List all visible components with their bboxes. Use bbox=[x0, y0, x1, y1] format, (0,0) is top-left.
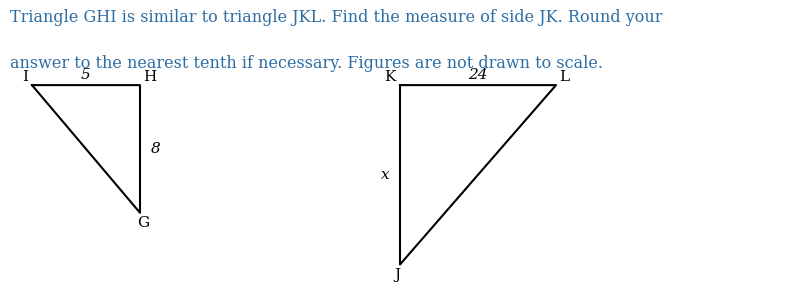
Text: Triangle GHI is similar to triangle JKL. Find the measure of side JK. Round your: Triangle GHI is similar to triangle JKL.… bbox=[10, 9, 663, 26]
Text: G: G bbox=[137, 216, 150, 230]
Text: 24: 24 bbox=[468, 68, 488, 82]
Text: L: L bbox=[559, 70, 570, 84]
Text: 8: 8 bbox=[150, 142, 160, 156]
Text: answer to the nearest tenth if necessary. Figures are not drawn to scale.: answer to the nearest tenth if necessary… bbox=[10, 55, 603, 72]
Text: 5: 5 bbox=[81, 68, 91, 82]
Text: H: H bbox=[143, 70, 156, 84]
Text: J: J bbox=[394, 268, 400, 282]
Text: K: K bbox=[385, 70, 396, 84]
Text: x: x bbox=[381, 168, 390, 182]
Text: I: I bbox=[22, 70, 28, 84]
